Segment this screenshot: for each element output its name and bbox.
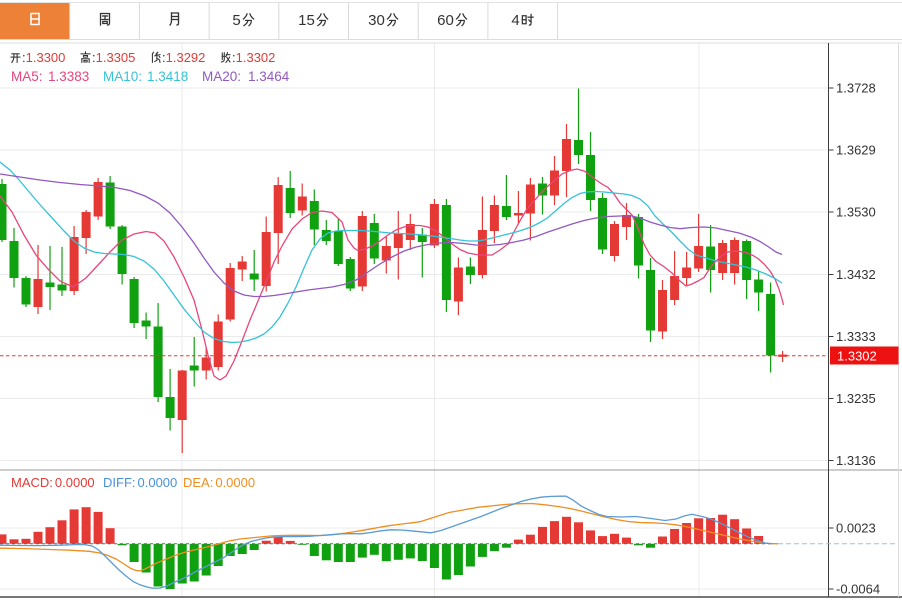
svg-text:1.3136: 1.3136 [836,453,876,468]
svg-text:1.3235: 1.3235 [836,391,876,406]
svg-text:1.3728: 1.3728 [836,81,876,96]
svg-text:1.3333: 1.3333 [836,329,876,344]
svg-text:1.3302: 1.3302 [837,349,877,364]
svg-text:0.0023: 0.0023 [836,521,876,536]
svg-text:1.3432: 1.3432 [836,267,876,282]
svg-text:1.3629: 1.3629 [836,143,876,158]
svg-text:-0.0064: -0.0064 [836,582,880,597]
svg-text:1.3530: 1.3530 [836,205,876,220]
